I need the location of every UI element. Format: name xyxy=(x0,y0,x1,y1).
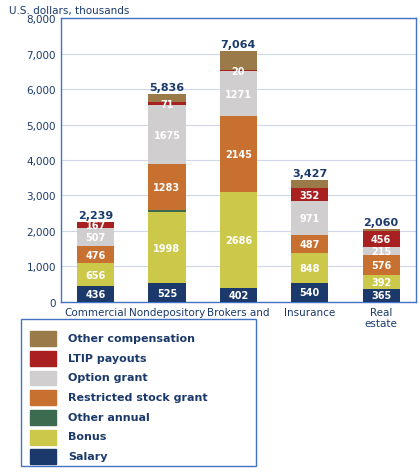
Text: 71: 71 xyxy=(160,99,174,109)
Text: 1998: 1998 xyxy=(153,243,181,253)
Bar xyxy=(220,193,257,288)
Bar xyxy=(362,255,400,276)
Text: 167: 167 xyxy=(85,221,106,231)
Text: 1271: 1271 xyxy=(225,89,252,99)
Text: Option grant: Option grant xyxy=(68,372,148,382)
Text: 456: 456 xyxy=(371,234,391,244)
Bar xyxy=(291,201,328,236)
Text: 365: 365 xyxy=(371,291,391,301)
Bar xyxy=(30,351,56,366)
Text: 1675: 1675 xyxy=(153,130,181,140)
Bar xyxy=(148,210,186,213)
Bar xyxy=(148,213,186,284)
Text: Other annual: Other annual xyxy=(68,412,150,422)
Bar xyxy=(362,231,400,248)
Text: 1283: 1283 xyxy=(153,183,181,193)
Text: 2686: 2686 xyxy=(225,236,252,246)
Bar xyxy=(362,276,400,289)
Text: 215: 215 xyxy=(371,246,391,256)
Text: 476: 476 xyxy=(85,250,106,260)
Bar xyxy=(220,52,257,71)
Text: 2,060: 2,060 xyxy=(364,217,399,227)
Bar xyxy=(77,247,114,264)
Bar xyxy=(291,181,328,189)
Text: 656: 656 xyxy=(85,270,106,280)
Bar xyxy=(148,284,186,302)
Bar xyxy=(77,223,114,229)
Bar xyxy=(77,229,114,247)
Bar xyxy=(362,289,400,302)
Bar xyxy=(220,72,257,117)
Text: 436: 436 xyxy=(85,289,106,299)
Bar xyxy=(362,248,400,255)
Bar xyxy=(30,430,56,445)
Text: 525: 525 xyxy=(157,288,177,298)
Text: Restricted stock grant: Restricted stock grant xyxy=(68,392,207,402)
Text: 971: 971 xyxy=(299,214,320,224)
Bar xyxy=(291,283,328,302)
Text: Other compensation: Other compensation xyxy=(68,333,195,343)
Text: 20: 20 xyxy=(231,67,245,77)
Text: 2,239: 2,239 xyxy=(78,211,113,221)
Bar xyxy=(220,117,257,193)
Bar xyxy=(220,71,257,72)
Text: Bonus: Bonus xyxy=(68,431,106,441)
Text: 507: 507 xyxy=(85,233,106,243)
Text: 487: 487 xyxy=(299,239,320,249)
Bar xyxy=(220,288,257,302)
Text: 3,427: 3,427 xyxy=(292,169,327,179)
Text: 352: 352 xyxy=(299,190,320,200)
Bar xyxy=(148,95,186,103)
Bar xyxy=(291,189,328,201)
Bar xyxy=(77,287,114,302)
Text: LTIP payouts: LTIP payouts xyxy=(68,353,147,363)
Text: Salary: Salary xyxy=(68,451,108,461)
Bar xyxy=(30,331,56,346)
Text: U.S. dollars, thousands: U.S. dollars, thousands xyxy=(9,6,130,16)
Bar xyxy=(362,229,400,231)
Text: 540: 540 xyxy=(299,288,320,298)
Bar xyxy=(291,236,328,253)
Text: 848: 848 xyxy=(299,263,320,273)
FancyBboxPatch shape xyxy=(21,319,256,466)
Text: 2145: 2145 xyxy=(225,150,252,160)
Text: 7,064: 7,064 xyxy=(220,40,256,50)
Bar xyxy=(291,253,328,283)
Text: 576: 576 xyxy=(371,260,391,270)
Bar xyxy=(30,390,56,405)
Text: 402: 402 xyxy=(228,290,249,300)
Text: 5,836: 5,836 xyxy=(150,83,184,93)
Bar xyxy=(30,371,56,386)
Bar xyxy=(77,264,114,287)
Bar xyxy=(30,449,56,464)
Text: 392: 392 xyxy=(371,278,391,288)
Bar xyxy=(148,103,186,106)
Bar xyxy=(148,106,186,165)
Bar xyxy=(148,165,186,210)
Bar xyxy=(30,410,56,425)
